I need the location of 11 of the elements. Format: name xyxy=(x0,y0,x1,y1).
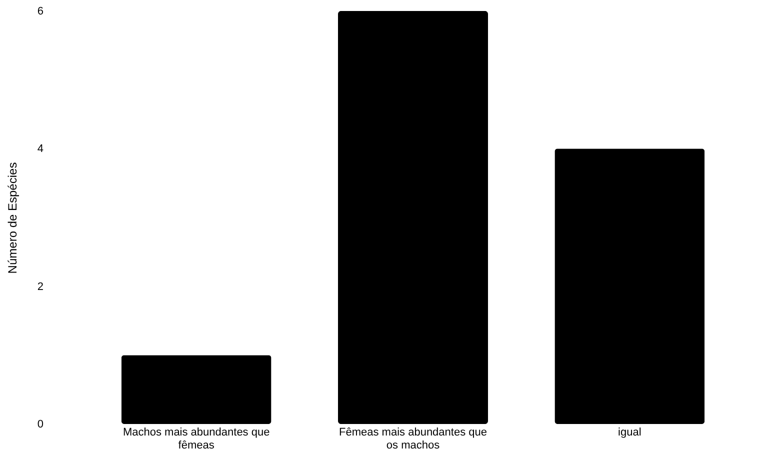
y-tick-label: 2 xyxy=(37,280,44,293)
x-tick-label: Fêmeas mais abundantes que os machos xyxy=(339,426,487,452)
x-tick-label: Machos mais abundantes que fêmeas xyxy=(122,426,270,452)
y-axis-title: Número de Espécies xyxy=(5,162,20,274)
y-tick-label: 4 xyxy=(37,143,44,156)
y-tick-label: 6 xyxy=(37,6,44,18)
bar xyxy=(121,355,272,424)
x-tick-label: igual xyxy=(618,426,642,438)
bar xyxy=(554,148,705,424)
bar xyxy=(338,11,488,424)
y-tick-label: 0 xyxy=(37,418,44,430)
